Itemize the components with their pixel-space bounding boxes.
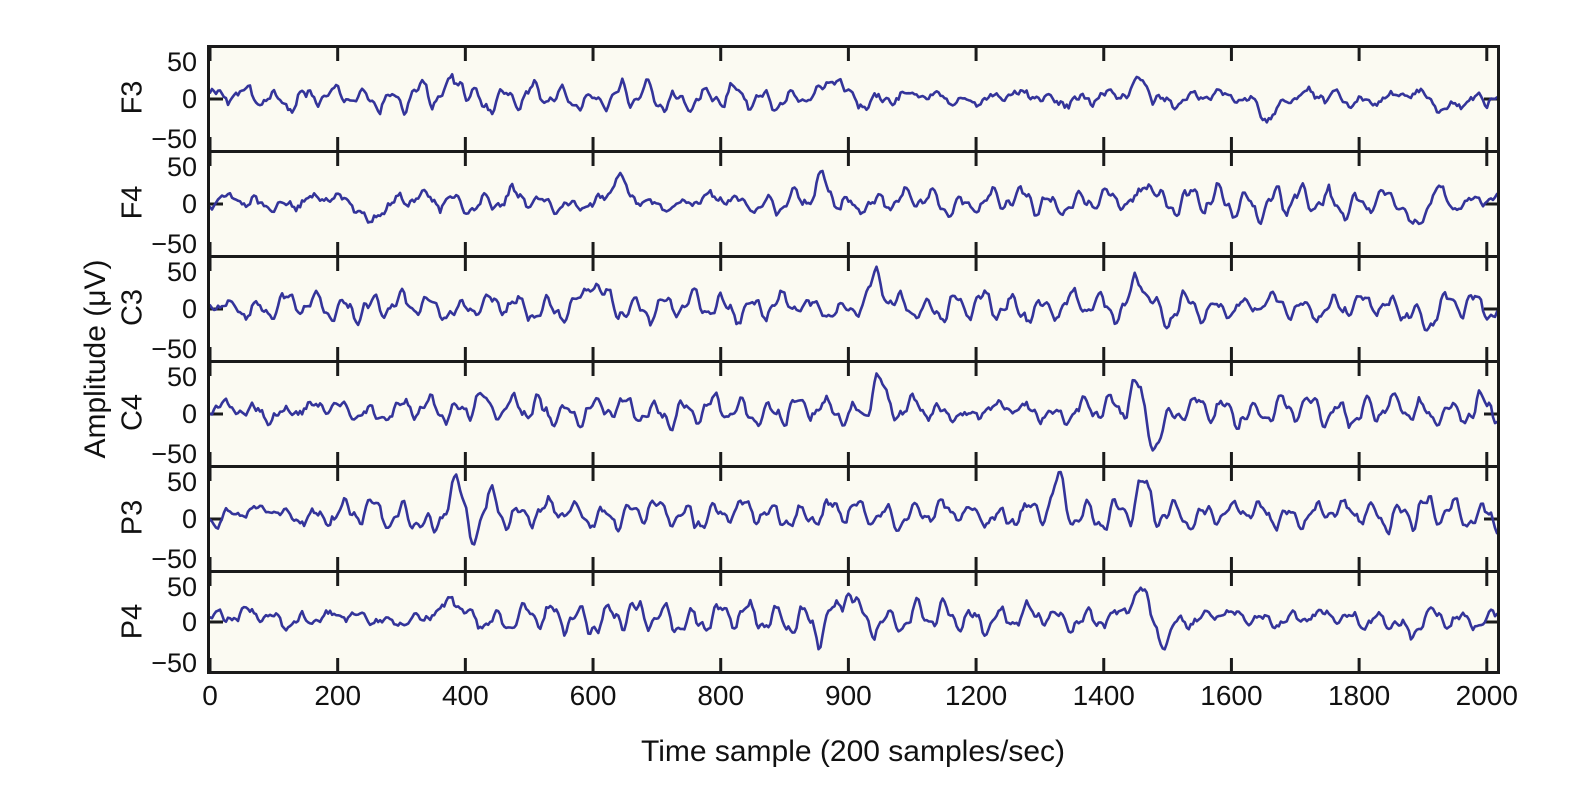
- eeg-waveform-P3: [210, 470, 1497, 546]
- x-tick-label: 1200: [944, 680, 1008, 711]
- eeg-panel-canvas-C4: [210, 363, 1497, 465]
- y-tick-label: 50: [166, 152, 197, 182]
- y-tick-label: 0: [181, 607, 197, 637]
- y-tick-label: −50: [151, 648, 197, 678]
- y-tick-label: 50: [166, 467, 197, 497]
- x-tick-label: 600: [569, 680, 617, 711]
- y-tick-label: 50: [166, 47, 197, 77]
- eeg-panel-C3: [207, 255, 1500, 360]
- y-tick-label: 50: [166, 362, 197, 392]
- x-tick-label: 400: [441, 680, 489, 711]
- y-tick-label: 0: [181, 399, 197, 429]
- x-tick-label: 800: [697, 680, 745, 711]
- eeg-panel-P4: [207, 570, 1500, 674]
- x-tick-label: 0: [202, 680, 218, 711]
- x-tick-label: 900: [825, 680, 872, 711]
- y-tick-label: 0: [181, 84, 197, 114]
- eeg-panel-canvas-F3: [210, 48, 1497, 150]
- x-axis-title: Time sample (200 samples/sec): [640, 735, 1066, 768]
- eeg-waveform-F3: [210, 72, 1497, 124]
- eeg-waveform-P4: [210, 586, 1497, 651]
- x-tick-label: 1800: [1327, 680, 1391, 711]
- y-tick-label: 0: [181, 294, 197, 324]
- eeg-panel-F3: [207, 45, 1500, 150]
- eeg-panel-canvas-P4: [210, 573, 1497, 671]
- x-tick-label: 2000: [1455, 680, 1518, 711]
- eeg-panel-P3: [207, 465, 1500, 570]
- y-tick-label: −50: [151, 439, 197, 469]
- eeg-waveform-F4: [210, 169, 1497, 226]
- y-tick-label: −50: [151, 544, 197, 574]
- eeg-panel-C4: [207, 360, 1500, 465]
- eeg-panel-F4: [207, 150, 1500, 255]
- y-tick-label: 50: [166, 257, 197, 287]
- x-tick-label: 200: [314, 680, 362, 711]
- y-tick-label: 50: [166, 572, 197, 602]
- x-tick-label: 1600: [1200, 680, 1263, 711]
- y-tick-label: −50: [151, 334, 197, 364]
- y-tick-label: 0: [181, 189, 197, 219]
- eeg-waveform-C3: [210, 265, 1497, 332]
- eeg-panel-canvas-F4: [210, 153, 1497, 255]
- eeg-panel-canvas-C3: [210, 258, 1497, 360]
- eeg-panel-canvas-P3: [210, 468, 1497, 570]
- y-tick-label: −50: [151, 124, 197, 154]
- eeg-waveform-C4: [210, 372, 1497, 452]
- y-tick-label: 0: [181, 504, 197, 534]
- x-tick-label: 1400: [1072, 680, 1135, 711]
- y-tick-label: −50: [151, 229, 197, 259]
